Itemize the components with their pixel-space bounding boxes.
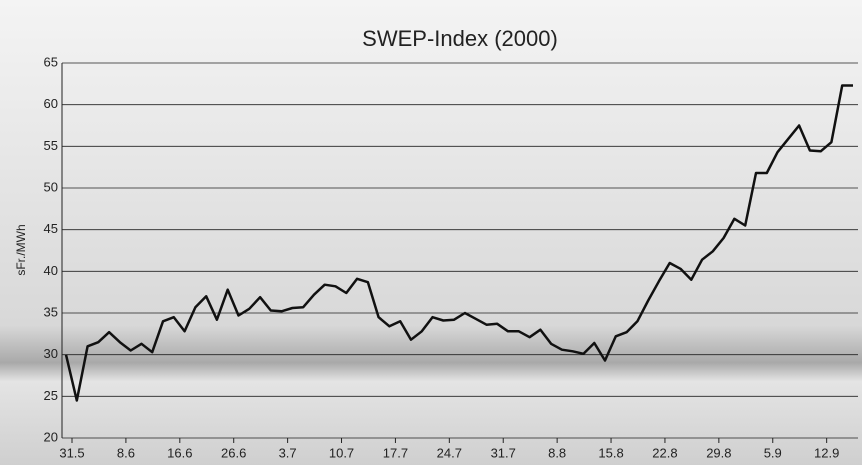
x-tick-label: 8.8 xyxy=(548,445,566,460)
x-tick-label: 8.6 xyxy=(117,445,135,460)
y-tick-label: 40 xyxy=(44,263,58,278)
y-tick-label: 55 xyxy=(44,138,58,153)
x-tick-label: 15.8 xyxy=(598,445,623,460)
y-axis-label: sFr./MWh xyxy=(14,224,28,275)
chart-title: SWEP-Index (2000) xyxy=(362,26,558,51)
x-tick-label: 29.8 xyxy=(706,445,731,460)
y-tick-label: 25 xyxy=(44,388,58,403)
y-tick-label: 65 xyxy=(44,54,58,69)
x-tick-label: 10.7 xyxy=(329,445,354,460)
y-tick-label: 20 xyxy=(44,429,58,444)
x-tick-label: 31.7 xyxy=(491,445,516,460)
x-tick-label: 24.7 xyxy=(437,445,462,460)
chart: SWEP-Index (2000) sFr./MWh 20 25 30 35 40 45 5… xyxy=(0,0,862,465)
x-tick-label: 31.5 xyxy=(59,445,84,460)
x-tick-label: 12.9 xyxy=(814,445,839,460)
x-tick-label: 5.9 xyxy=(764,445,782,460)
background xyxy=(0,0,862,465)
x-tick-label: 3.7 xyxy=(279,445,297,460)
x-tick-label: 17.7 xyxy=(383,445,408,460)
y-tick-label: 60 xyxy=(44,96,58,111)
x-tick-label: 26.6 xyxy=(221,445,246,460)
y-tick-label: 30 xyxy=(44,346,58,361)
y-tick-label: 50 xyxy=(44,179,58,194)
y-tick-label: 35 xyxy=(44,304,58,319)
x-tick-label: 22.8 xyxy=(652,445,677,460)
x-tick-label: 16.6 xyxy=(167,445,192,460)
y-tick-label: 45 xyxy=(44,221,58,236)
